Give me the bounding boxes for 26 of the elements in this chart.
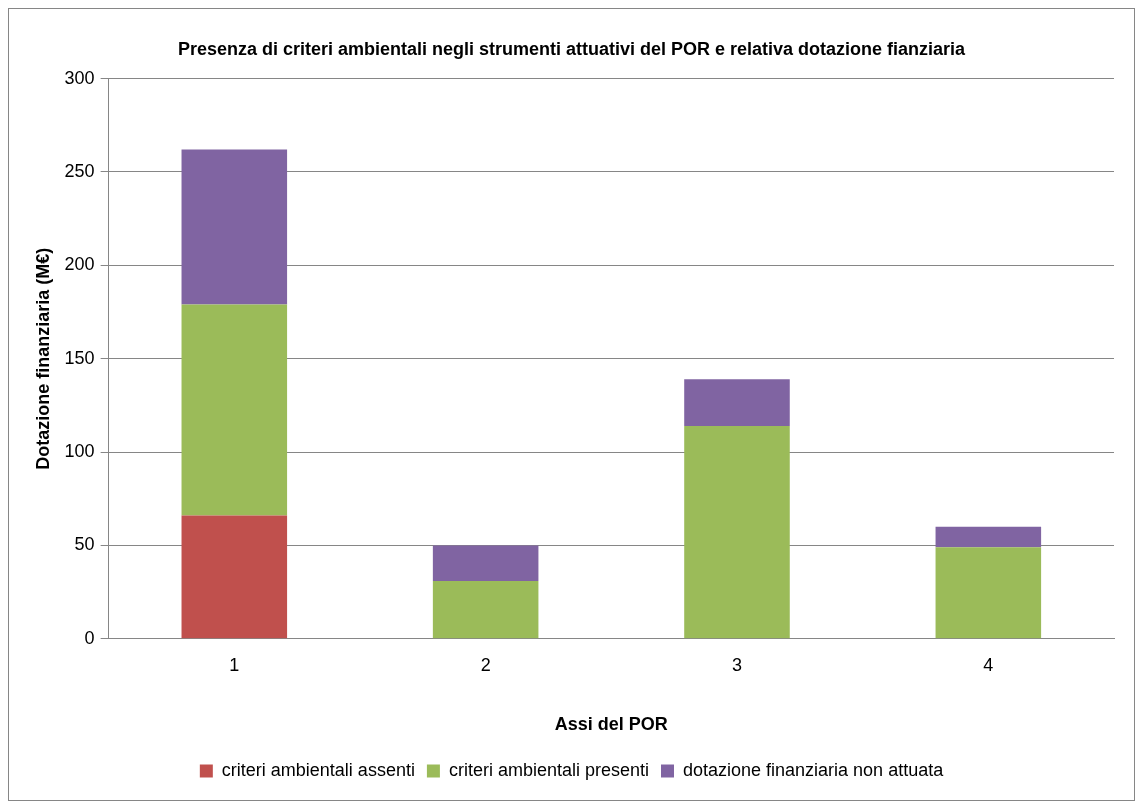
bar xyxy=(181,515,288,639)
legend-label: dotazione finanziaria non attuata xyxy=(682,759,945,780)
legend-label: criteri ambientali assenti xyxy=(221,759,415,780)
bar xyxy=(181,149,288,305)
y-tick-label: 100 xyxy=(64,441,95,462)
y-tick-label: 0 xyxy=(84,627,95,648)
y-tick-label: 300 xyxy=(64,67,95,88)
y-tick-label: 250 xyxy=(64,160,95,181)
x-tick-label: 4 xyxy=(983,654,994,675)
y-axis-title: Dotazione finanziaria (M€) xyxy=(32,247,53,470)
x-axis-title: Assi del POR xyxy=(554,714,668,735)
bar xyxy=(432,580,539,639)
bar xyxy=(684,425,790,639)
bar xyxy=(684,379,790,426)
bar xyxy=(181,304,288,516)
legend-label: criteri ambientali presenti xyxy=(448,759,649,780)
bar xyxy=(935,547,1042,639)
y-tick-label: 50 xyxy=(74,534,95,555)
x-tick-label: 1 xyxy=(229,654,240,675)
bar xyxy=(935,526,1042,548)
y-tick-label: 200 xyxy=(64,254,95,275)
y-tick-label: 150 xyxy=(64,347,95,368)
x-tick-label: 3 xyxy=(731,654,742,675)
bar xyxy=(432,545,539,581)
x-tick-label: 2 xyxy=(480,654,491,675)
chart-title: Presenza di criteri ambientali negli strumenti attuativi del POR e relativa dotazione fianziaria xyxy=(177,38,967,59)
